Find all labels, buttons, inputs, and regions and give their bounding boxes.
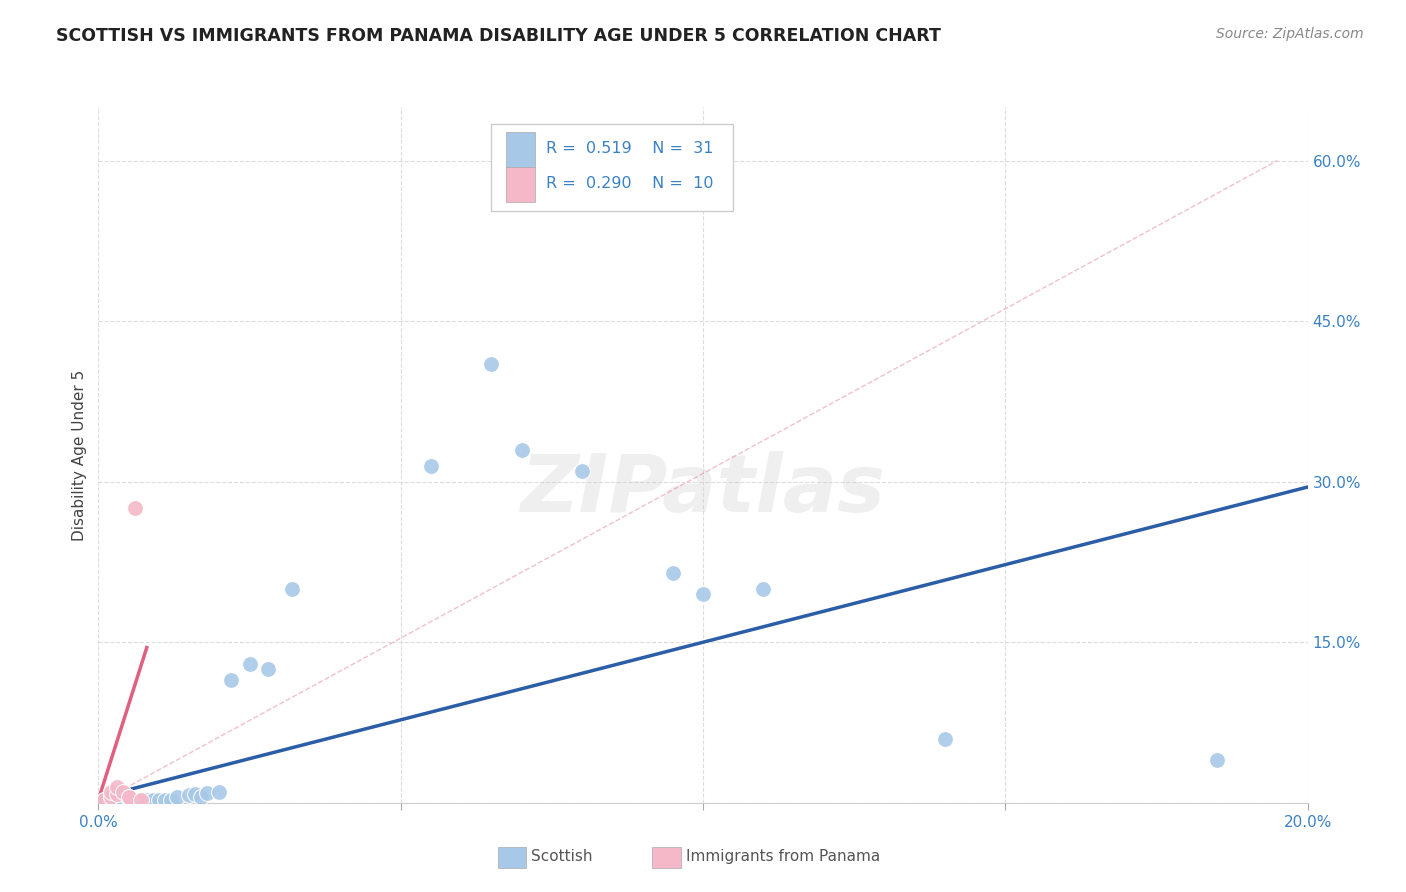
- Point: [105, 787, 128, 801]
- Point: [100, 792, 122, 806]
- Point: [256, 662, 278, 676]
- Point: [105, 791, 128, 805]
- Point: [129, 792, 152, 806]
- Point: [661, 566, 683, 580]
- Point: [510, 442, 533, 457]
- Point: [153, 792, 176, 806]
- Point: [100, 790, 122, 805]
- Point: [148, 792, 170, 806]
- Text: R =  0.519    N =  31: R = 0.519 N = 31: [546, 141, 713, 156]
- Point: [208, 785, 231, 799]
- Point: [124, 501, 146, 516]
- Point: [195, 786, 218, 800]
- Text: SCOTTISH VS IMMIGRANTS FROM PANAMA DISABILITY AGE UNDER 5 CORRELATION CHART: SCOTTISH VS IMMIGRANTS FROM PANAMA DISAB…: [56, 27, 941, 45]
- Text: Source: ZipAtlas.com: Source: ZipAtlas.com: [1216, 27, 1364, 41]
- Point: [111, 785, 134, 799]
- Point: [221, 673, 243, 687]
- Point: [118, 790, 141, 805]
- Point: [419, 458, 441, 473]
- Point: [692, 587, 714, 601]
- Point: [100, 785, 122, 799]
- Point: [752, 582, 775, 596]
- Point: [281, 582, 304, 596]
- Point: [934, 731, 956, 746]
- Point: [129, 792, 152, 806]
- Text: ZIPatlas: ZIPatlas: [520, 450, 886, 529]
- Text: R =  0.290    N =  10: R = 0.290 N = 10: [546, 176, 713, 191]
- Point: [118, 792, 141, 806]
- Point: [93, 792, 115, 806]
- Point: [93, 792, 115, 806]
- Point: [190, 790, 212, 805]
- FancyBboxPatch shape: [506, 132, 534, 167]
- Point: [142, 792, 165, 806]
- Point: [1206, 753, 1229, 767]
- Y-axis label: Disability Age Under 5: Disability Age Under 5: [72, 369, 87, 541]
- Point: [105, 780, 128, 794]
- FancyBboxPatch shape: [506, 167, 534, 202]
- Point: [166, 790, 188, 805]
- Point: [184, 787, 207, 801]
- Point: [481, 357, 503, 371]
- Point: [118, 790, 141, 805]
- Point: [160, 792, 183, 806]
- Text: Immigrants from Panama: Immigrants from Panama: [686, 849, 880, 863]
- Point: [239, 657, 262, 671]
- Point: [177, 789, 201, 803]
- Text: Scottish: Scottish: [531, 849, 593, 863]
- Point: [571, 464, 593, 478]
- Point: [135, 792, 157, 806]
- Point: [124, 792, 146, 806]
- Point: [111, 792, 134, 806]
- FancyBboxPatch shape: [492, 124, 734, 211]
